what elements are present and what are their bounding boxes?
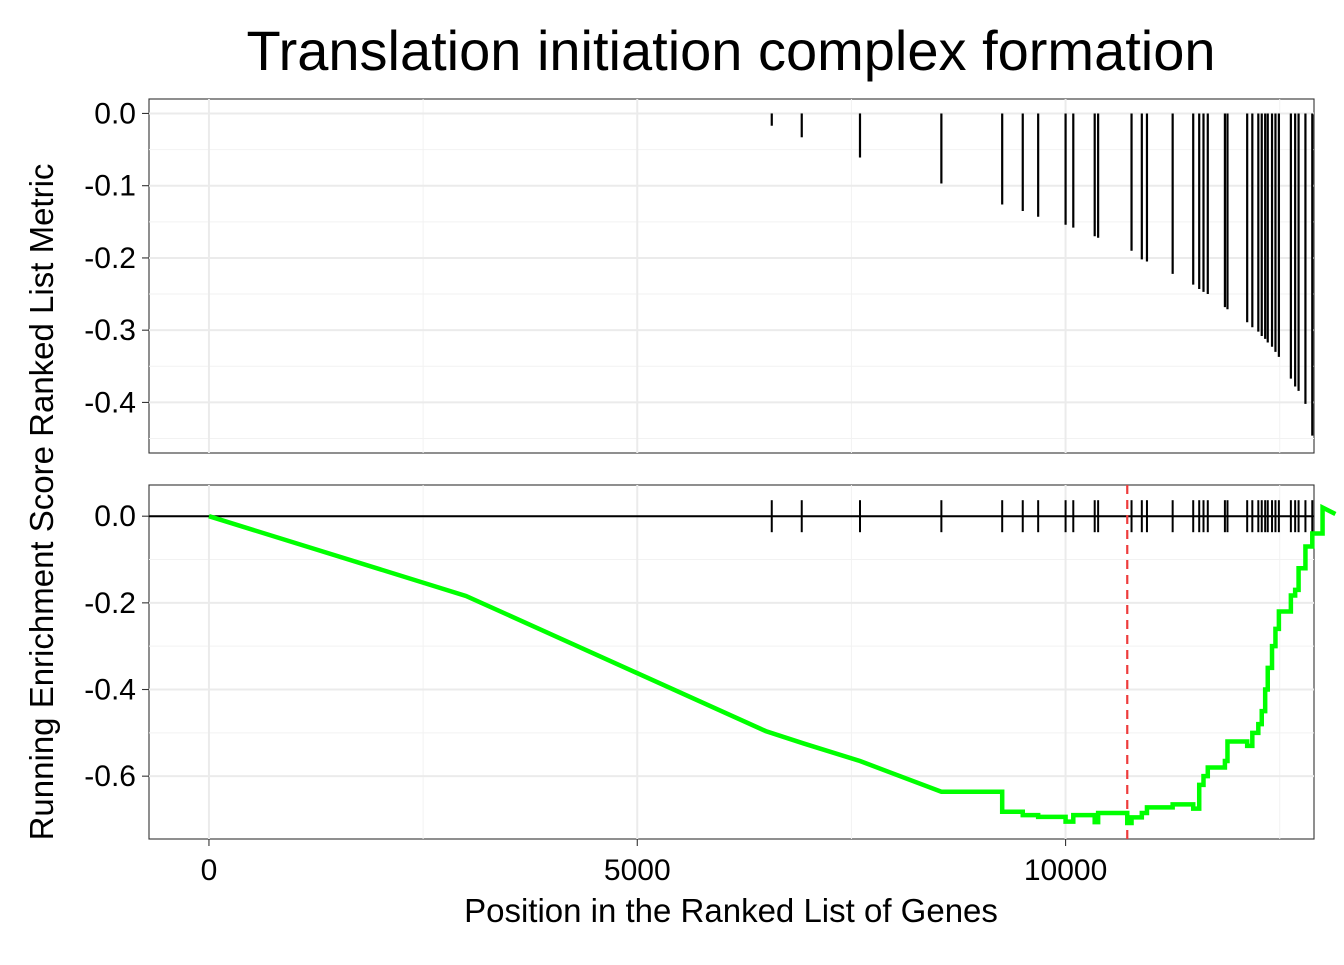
enrichment-score-line <box>208 503 1337 826</box>
bottom-y-tick-label: 0.0 <box>94 500 136 533</box>
top-panel-background <box>148 98 1315 454</box>
bottom-y-tick-label: -0.2 <box>84 587 136 620</box>
ranked-metric-panel: 0.0 -0.1 -0.2 -0.3 -0.4 <box>84 97 1315 454</box>
x-tick-label: 0 <box>201 854 218 887</box>
top-y-tick-label: -0.4 <box>84 386 136 419</box>
y-axis-title-ranked: Ranked List Metric <box>23 164 60 437</box>
top-y-axis: 0.0 -0.1 -0.2 -0.3 -0.4 <box>84 97 149 419</box>
top-grid <box>149 99 1314 453</box>
top-y-tick-label: -0.3 <box>84 314 136 347</box>
bottom-y-tick-label: -0.6 <box>84 760 136 793</box>
y-axis-title-running: Running Enrichment Score <box>23 446 60 840</box>
plot-title: Translation initiation complex formation <box>246 19 1215 82</box>
x-axis-title: Position in the Ranked List of Genes <box>464 892 998 929</box>
running-enrichment-panel: 0.0 -0.2 -0.4 -0.6 0 5000 10000 <box>84 484 1337 887</box>
y-axis-title: Running Enrichment Score Ranked List Met… <box>23 164 60 841</box>
bottom-y-axis: 0.0 -0.2 -0.4 -0.6 <box>84 500 149 793</box>
top-y-tick-label: 0.0 <box>94 97 136 130</box>
top-y-tick-label: -0.2 <box>84 242 136 275</box>
x-axis: 0 5000 10000 <box>201 839 1107 887</box>
top-y-tick-label: -0.1 <box>84 170 136 203</box>
bottom-y-tick-label: -0.4 <box>84 674 136 707</box>
x-tick-label: 10000 <box>1024 854 1107 887</box>
bottom-panel-background <box>148 484 1315 840</box>
x-tick-label: 5000 <box>604 854 671 887</box>
ranked-metric-bars <box>770 113 1314 436</box>
